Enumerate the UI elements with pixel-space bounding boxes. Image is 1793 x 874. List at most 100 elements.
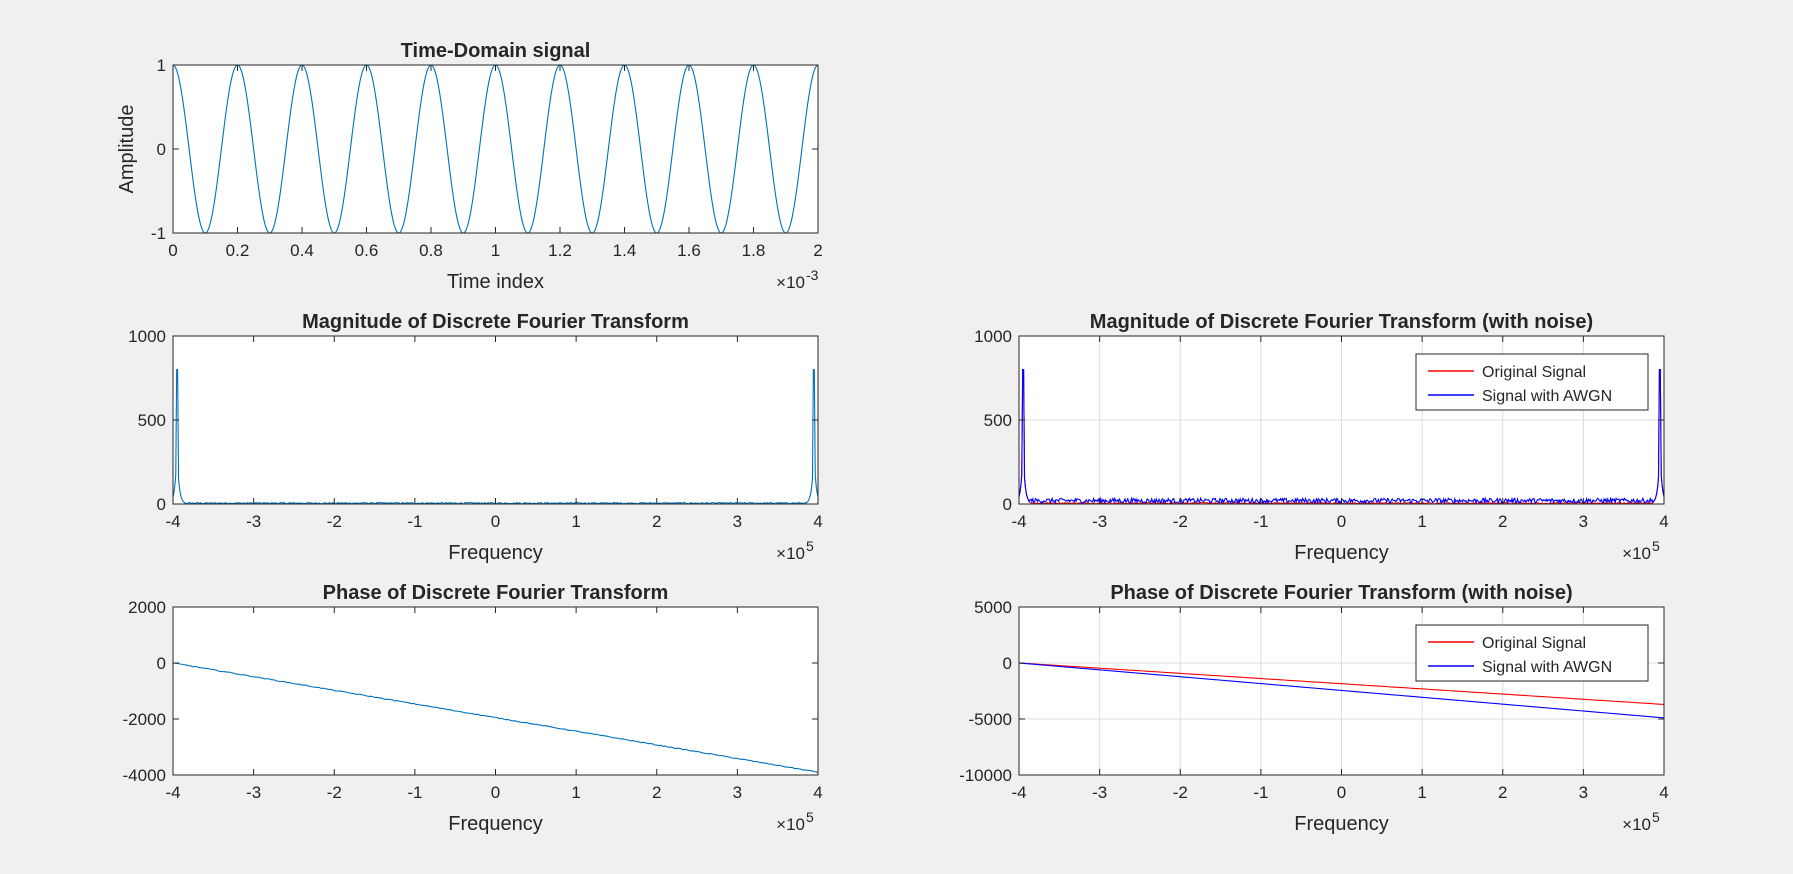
- y-tick-label: 0: [157, 495, 166, 514]
- legend-entry: Signal with AWGN: [1482, 659, 1612, 676]
- series-line-signal: [173, 65, 818, 233]
- x-tick-label: 1.2: [548, 241, 572, 260]
- x-tick-label: 2: [1498, 512, 1507, 531]
- legend-entry: Signal with AWGN: [1482, 388, 1612, 405]
- x-tick-label: 0: [168, 241, 177, 260]
- series-line-signal: [173, 662, 818, 773]
- y-tick-label: 1000: [128, 327, 166, 346]
- x-tick-label: -2: [1173, 512, 1188, 531]
- x-axis-multiplier-exponent: -3: [806, 267, 819, 283]
- x-axis-multiplier-base: ×10: [776, 544, 805, 563]
- x-tick-label: 4: [813, 783, 822, 802]
- x-tick-label: 0: [1337, 512, 1346, 531]
- x-axis-multiplier-exponent: 5: [806, 538, 814, 554]
- x-tick-label: 3: [733, 783, 742, 802]
- x-tick-label: 0.6: [355, 241, 379, 260]
- x-axis-multiplier-exponent: 5: [1652, 538, 1660, 554]
- x-tick-label: -2: [327, 512, 342, 531]
- x-axis-multiplier: ×10: [776, 273, 805, 292]
- legend-entry: Original Signal: [1482, 364, 1586, 381]
- x-tick-label: -3: [1092, 783, 1107, 802]
- x-tick-label: 2: [652, 512, 661, 531]
- chart-phase_noise: -4 -3 -2 -1 0 1 2 3 4 -10000 -5000 0 5000 Phase of Di…: [959, 582, 1669, 835]
- x-axis-multiplier: ×10: [776, 544, 805, 563]
- x-tick-label: -3: [1092, 512, 1107, 531]
- y-tick-label: 0: [1003, 495, 1012, 514]
- y-tick-label: 5000: [974, 598, 1012, 617]
- x-tick-label: 1: [571, 783, 580, 802]
- x-axis-label: Frequency: [1294, 542, 1389, 564]
- chart-title: Magnitude of Discrete Fourier Transform …: [1090, 311, 1593, 333]
- x-axis-multiplier: ×10: [1622, 544, 1651, 563]
- x-tick-label: -4: [165, 512, 180, 531]
- x-tick-label: -1: [407, 512, 422, 531]
- y-tick-label: 500: [138, 411, 166, 430]
- x-axis-label: Frequency: [1294, 813, 1389, 835]
- x-tick-label: 1: [571, 512, 580, 531]
- x-tick-label: 0: [491, 783, 500, 802]
- legend: Original Signal Signal with AWGN: [1415, 353, 1649, 411]
- y-tick-label: -5000: [969, 710, 1012, 729]
- y-tick-label: 0: [1003, 654, 1012, 673]
- x-tick-label: -1: [1253, 783, 1268, 802]
- x-tick-label: -2: [1173, 783, 1188, 802]
- x-tick-label: 3: [1579, 512, 1588, 531]
- y-tick-label: 0: [157, 140, 166, 159]
- plot-area: [173, 336, 818, 504]
- x-tick-label: 1.8: [742, 241, 766, 260]
- y-tick-label: 2000: [128, 598, 166, 617]
- chart-time: 0 0.2 0.4 0.6 0.8 1 1.2 1.4 1.6 1.8 2-101Time-Doma…: [116, 40, 823, 293]
- chart-mag: -4 -3 -2 -1 0 1 2 3 4 0 500 1000 Magnitude of Discre…: [128, 311, 823, 564]
- x-tick-label: 4: [1659, 783, 1668, 802]
- x-axis-multiplier-exponent: 5: [1652, 809, 1660, 825]
- x-tick-label: -3: [246, 512, 261, 531]
- x-tick-label: 0.8: [419, 241, 443, 260]
- x-axis-multiplier: ×10: [776, 815, 805, 834]
- x-tick-label: -4: [1011, 512, 1026, 531]
- x-tick-label: 3: [733, 512, 742, 531]
- x-tick-label: 2: [652, 783, 661, 802]
- x-tick-label: 1.6: [677, 241, 701, 260]
- x-tick-label: -1: [1253, 512, 1268, 531]
- x-tick-label: 1: [1417, 783, 1426, 802]
- x-tick-label: 2: [1498, 783, 1507, 802]
- x-tick-label: 0.4: [290, 241, 314, 260]
- legend-box: [1415, 353, 1649, 411]
- x-axis-multiplier-base: ×10: [1622, 815, 1651, 834]
- y-tick-label: -1: [151, 224, 166, 243]
- x-tick-label: 2: [813, 241, 822, 260]
- chart-title: Phase of Discrete Fourier Transform (wit…: [1110, 582, 1572, 604]
- y-tick-label: 1: [157, 56, 166, 75]
- legend: Original Signal Signal with AWGN: [1415, 624, 1649, 682]
- x-tick-label: 1: [1417, 512, 1426, 531]
- chart-title: Time-Domain signal: [401, 40, 591, 62]
- x-tick-label: 1: [491, 241, 500, 260]
- x-tick-label: -4: [165, 783, 180, 802]
- x-tick-label: 0.2: [226, 241, 250, 260]
- legend-box: [1415, 624, 1649, 682]
- x-axis-label: Time index: [447, 271, 544, 293]
- y-tick-label: -4000: [123, 766, 166, 785]
- chart-phase: -4 -3 -2 -1 0 1 2 3 4 -4000 -2000 0 2000 Phase of Dis…: [123, 582, 823, 835]
- x-tick-label: 4: [813, 512, 822, 531]
- x-axis-multiplier: ×10: [1622, 815, 1651, 834]
- x-tick-label: 4: [1659, 512, 1668, 531]
- x-axis-multiplier-exponent: 5: [806, 809, 814, 825]
- x-tick-label: 3: [1579, 783, 1588, 802]
- x-tick-label: 0: [491, 512, 500, 531]
- y-tick-label: -2000: [123, 710, 166, 729]
- x-tick-label: -4: [1011, 783, 1026, 802]
- y-tick-label: 1000: [974, 327, 1012, 346]
- x-axis-label: Frequency: [448, 542, 543, 564]
- legend-entry: Original Signal: [1482, 635, 1586, 652]
- y-tick-label: 500: [984, 411, 1012, 430]
- x-tick-label: -1: [407, 783, 422, 802]
- chart-title: Magnitude of Discrete Fourier Transform: [302, 311, 689, 333]
- series-line-signal-with-awgn: [1019, 662, 1664, 719]
- plot-area: [173, 65, 818, 233]
- chart-title: Phase of Discrete Fourier Transform: [323, 582, 669, 604]
- x-tick-label: 0: [1337, 783, 1346, 802]
- x-axis-multiplier-base: ×10: [776, 273, 805, 292]
- y-tick-label: 0: [157, 654, 166, 673]
